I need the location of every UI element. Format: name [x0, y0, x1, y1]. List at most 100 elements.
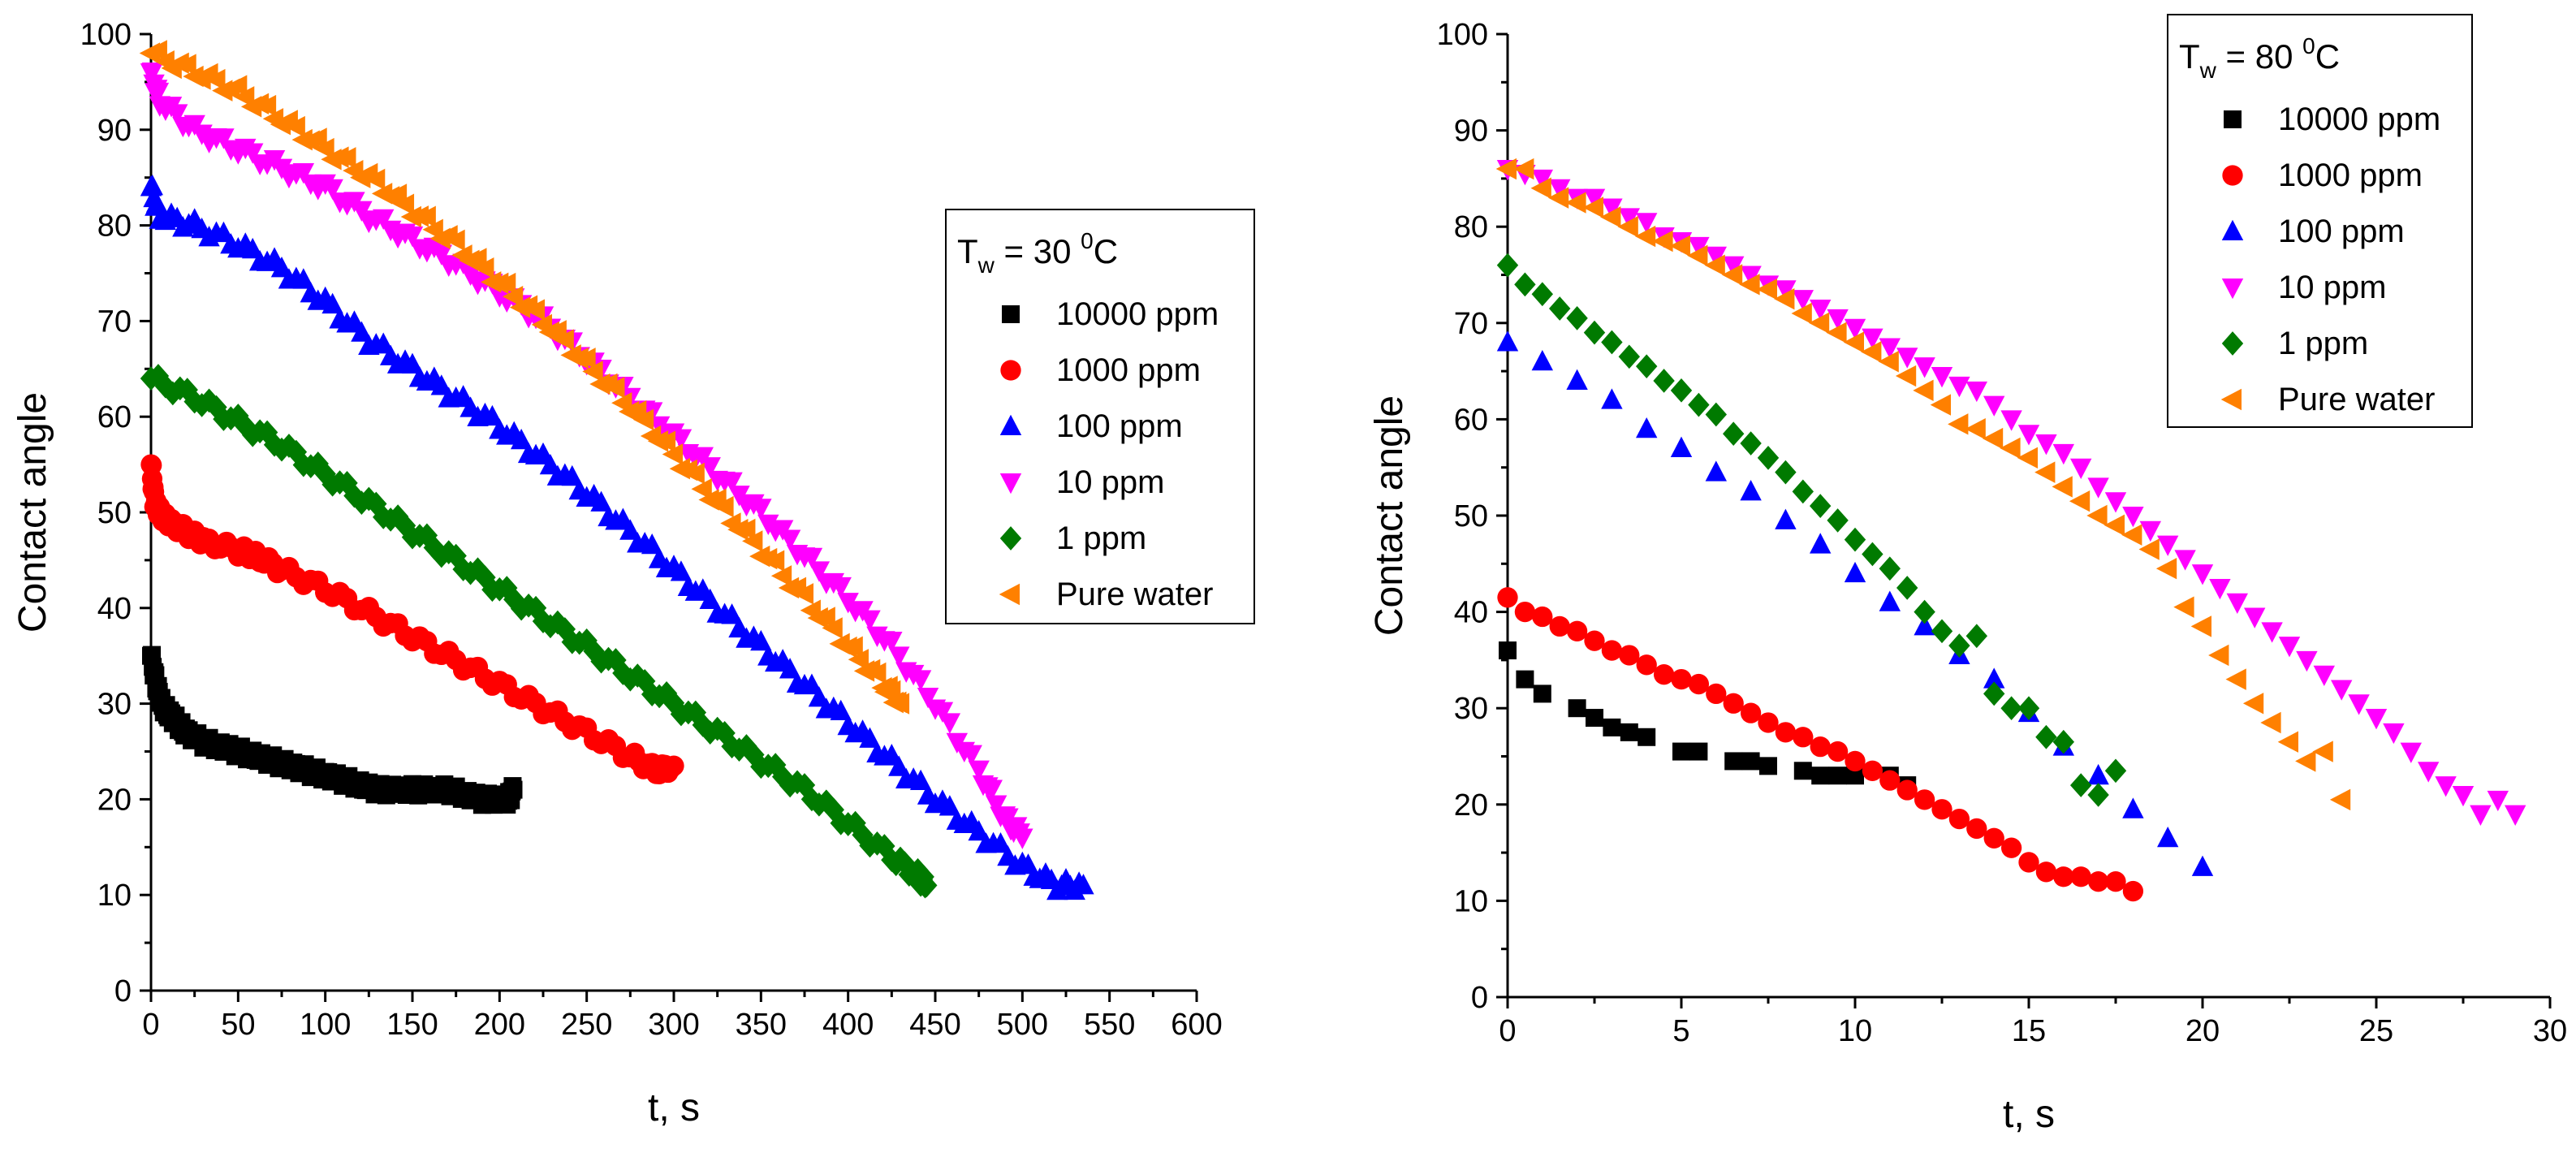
- legend-title-part: 0: [2302, 33, 2315, 58]
- y-tick-label: 20: [1454, 788, 1488, 823]
- x-tick-label: 30: [2533, 1014, 2567, 1048]
- data-point: [1600, 206, 1621, 228]
- data-point: [663, 755, 684, 776]
- data-point: [1549, 615, 1570, 637]
- data-point: [968, 760, 990, 781]
- data-point: [1012, 828, 1033, 849]
- data-point: [2190, 615, 2211, 637]
- data-point: [881, 631, 903, 653]
- data-point: [1879, 590, 1901, 611]
- data-point: [1583, 188, 1606, 209]
- data-point: [554, 617, 576, 641]
- data-point: [1983, 827, 2004, 849]
- data-point: [1513, 158, 1534, 180]
- data-point: [2087, 871, 2109, 892]
- data-point: [1583, 320, 1606, 345]
- data-point: [1896, 576, 1918, 600]
- data-point: [859, 610, 881, 631]
- y-tick-label: 0: [1471, 981, 1488, 1015]
- data-point: [1913, 379, 1934, 402]
- data-point: [1879, 770, 1901, 791]
- data-point: [1826, 322, 1847, 343]
- data-point: [1843, 331, 1864, 353]
- x-tick-label: 15: [2012, 1014, 2046, 1048]
- data-point: [684, 700, 707, 725]
- data-point: [321, 292, 343, 314]
- data-point: [2487, 790, 2509, 812]
- y-tick-label: 80: [97, 209, 132, 244]
- legend-entry-label: 100 ppm: [2278, 214, 2405, 249]
- data-point: [292, 268, 315, 289]
- data-point: [306, 127, 327, 149]
- data-point: [1775, 722, 1797, 743]
- data-point: [1530, 177, 1551, 199]
- legend-title-part: = 30: [995, 232, 1081, 270]
- data-point: [1072, 874, 1094, 895]
- data-point: [2157, 827, 2179, 848]
- data-point: [582, 361, 603, 382]
- data-point: [2174, 550, 2196, 571]
- data-point: [735, 518, 756, 541]
- data-point: [852, 823, 874, 848]
- data-point: [242, 143, 264, 164]
- data-point: [1793, 762, 1812, 780]
- data-point: [1931, 619, 1953, 644]
- data-point: [1862, 760, 1883, 781]
- data-point: [2104, 492, 2127, 513]
- series-pure-water: [139, 40, 910, 715]
- legend-marker: [2222, 165, 2243, 186]
- data-point: [313, 137, 334, 160]
- y-tick-label: 100: [80, 18, 132, 52]
- data-point: [1496, 330, 1519, 352]
- data-point: [496, 576, 518, 600]
- data-point: [561, 464, 583, 486]
- data-point: [2035, 434, 2057, 456]
- data-point: [284, 115, 305, 138]
- data-point: [2070, 773, 2092, 797]
- data-point: [1566, 369, 1588, 390]
- data-point: [728, 486, 750, 507]
- data-point: [2470, 805, 2492, 826]
- data-point: [670, 429, 693, 450]
- data-point: [1601, 640, 1623, 661]
- data-point: [2121, 524, 2142, 546]
- legend-marker: [1000, 360, 1021, 381]
- data-point: [423, 535, 446, 560]
- data-point: [743, 742, 765, 767]
- x-tick-label: 350: [736, 1008, 787, 1042]
- data-point: [800, 547, 823, 569]
- y-tick-label: 10: [1454, 884, 1488, 918]
- data-point: [1533, 684, 1551, 703]
- data-point: [2087, 763, 2109, 785]
- data-point: [263, 432, 286, 457]
- data-point: [2000, 437, 2021, 460]
- data-point: [175, 54, 196, 76]
- legend-title: Tw = 30 0C: [957, 228, 1118, 278]
- data-point: [147, 82, 170, 104]
- x-axis-title: t, s: [648, 1086, 700, 1129]
- legend-entry-label: 10000 ppm: [1056, 296, 1219, 332]
- data-point: [2104, 758, 2127, 784]
- data-point: [2191, 855, 2214, 876]
- data-point: [1759, 757, 1777, 775]
- data-point: [1601, 330, 1623, 355]
- data-point: [1705, 460, 1727, 481]
- data-point: [1514, 601, 1536, 623]
- data-point: [2053, 866, 2074, 887]
- data-point: [213, 128, 235, 149]
- data-point: [632, 408, 654, 431]
- data-point: [1775, 508, 1797, 529]
- y-tick-label: 20: [97, 783, 132, 817]
- data-point: [1688, 392, 1710, 417]
- data-point: [255, 94, 277, 117]
- data-point: [1914, 357, 1935, 378]
- data-point: [1618, 344, 1640, 369]
- x-tick-label: 20: [2186, 1014, 2220, 1048]
- data-point: [1705, 246, 1727, 268]
- y-tick-label: 90: [97, 114, 132, 148]
- x-tick-label: 300: [648, 1008, 699, 1042]
- data-point: [2087, 477, 2109, 499]
- data-point: [2225, 668, 2246, 690]
- data-point: [416, 523, 438, 548]
- data-point: [1828, 767, 1847, 785]
